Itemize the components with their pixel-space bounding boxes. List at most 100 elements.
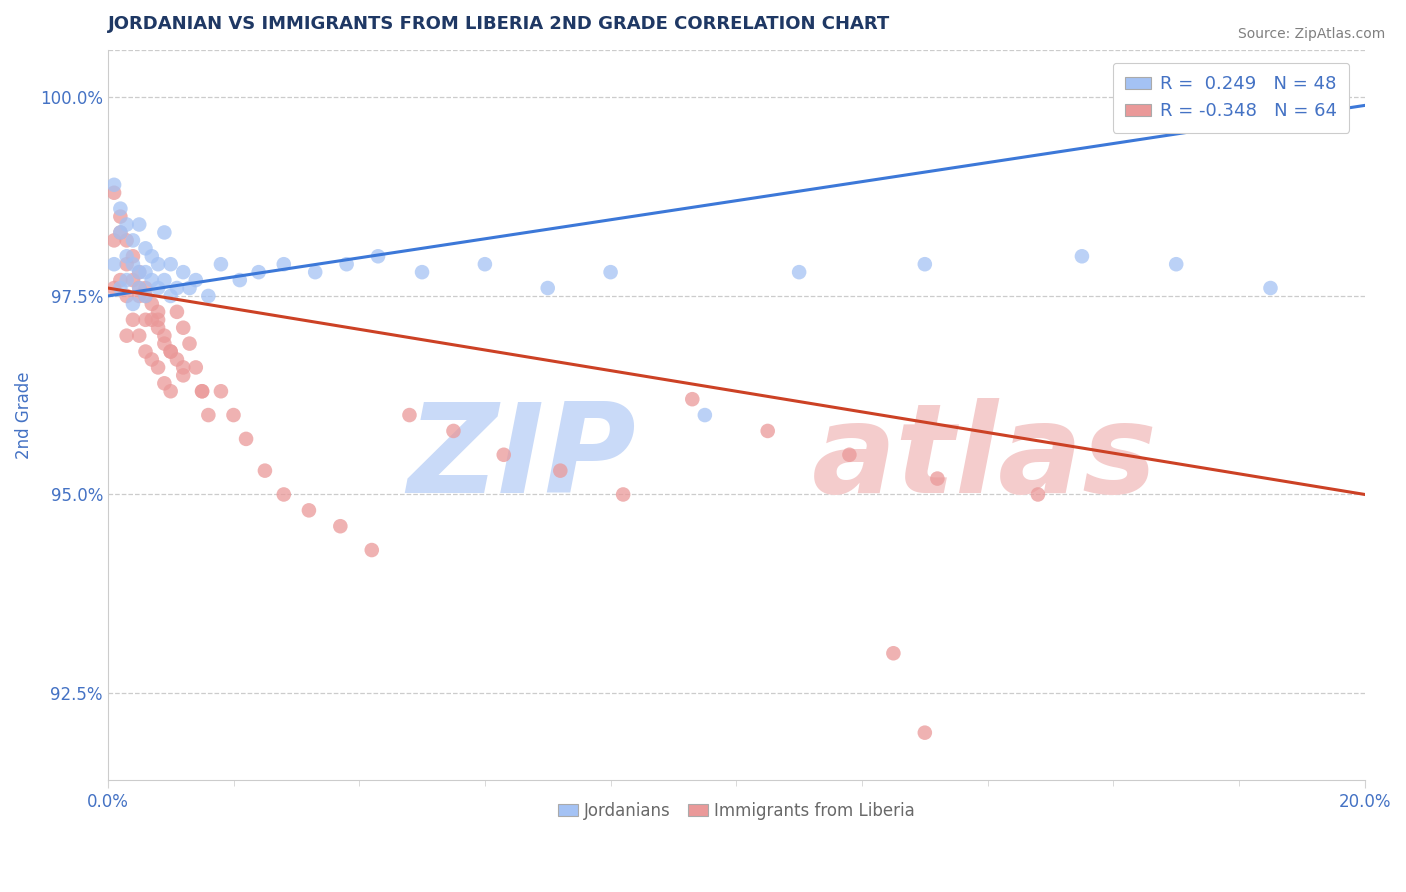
- Point: [134, 289, 156, 303]
- Point: [146, 305, 169, 319]
- Point: [146, 257, 169, 271]
- Point: [1071, 249, 1094, 263]
- Point: [336, 257, 359, 271]
- Point: [134, 289, 156, 303]
- Point: [159, 344, 181, 359]
- Point: [115, 257, 138, 271]
- Point: [153, 328, 176, 343]
- Point: [756, 424, 779, 438]
- Point: [122, 273, 145, 287]
- Point: [141, 297, 163, 311]
- Point: [159, 257, 181, 271]
- Point: [172, 265, 194, 279]
- Point: [209, 257, 232, 271]
- Point: [122, 257, 145, 271]
- Point: [110, 210, 132, 224]
- Point: [914, 257, 936, 271]
- Point: [153, 376, 176, 391]
- Point: [229, 273, 252, 287]
- Point: [115, 273, 138, 287]
- Point: [787, 265, 810, 279]
- Point: [197, 289, 219, 303]
- Point: [166, 305, 188, 319]
- Point: [329, 519, 352, 533]
- Point: [103, 257, 125, 271]
- Point: [159, 384, 181, 399]
- Point: [411, 265, 433, 279]
- Point: [141, 313, 163, 327]
- Point: [304, 265, 326, 279]
- Point: [115, 218, 138, 232]
- Point: [253, 464, 276, 478]
- Point: [1166, 257, 1188, 271]
- Point: [110, 226, 132, 240]
- Point: [1260, 281, 1282, 295]
- Point: [128, 265, 150, 279]
- Point: [191, 384, 214, 399]
- Point: [153, 273, 176, 287]
- Point: [681, 392, 703, 407]
- Point: [172, 360, 194, 375]
- Point: [398, 408, 420, 422]
- Point: [914, 725, 936, 739]
- Point: [298, 503, 321, 517]
- Text: Source: ZipAtlas.com: Source: ZipAtlas.com: [1237, 27, 1385, 41]
- Point: [492, 448, 515, 462]
- Point: [146, 281, 169, 295]
- Point: [103, 233, 125, 247]
- Point: [153, 226, 176, 240]
- Point: [146, 320, 169, 334]
- Point: [222, 408, 245, 422]
- Point: [693, 408, 716, 422]
- Point: [128, 265, 150, 279]
- Point: [128, 281, 150, 295]
- Point: [141, 249, 163, 263]
- Point: [134, 313, 156, 327]
- Point: [172, 320, 194, 334]
- Text: JORDANIAN VS IMMIGRANTS FROM LIBERIA 2ND GRADE CORRELATION CHART: JORDANIAN VS IMMIGRANTS FROM LIBERIA 2ND…: [108, 15, 890, 33]
- Point: [146, 313, 169, 327]
- Point: [1322, 106, 1344, 120]
- Point: [159, 344, 181, 359]
- Point: [550, 464, 572, 478]
- Point: [537, 281, 560, 295]
- Point: [184, 360, 207, 375]
- Y-axis label: 2nd Grade: 2nd Grade: [15, 371, 32, 458]
- Point: [110, 226, 132, 240]
- Point: [115, 289, 138, 303]
- Point: [134, 265, 156, 279]
- Point: [1026, 487, 1049, 501]
- Point: [134, 241, 156, 255]
- Point: [122, 297, 145, 311]
- Point: [612, 487, 634, 501]
- Point: [141, 273, 163, 287]
- Text: ZIP: ZIP: [406, 399, 636, 519]
- Point: [128, 289, 150, 303]
- Point: [134, 281, 156, 295]
- Point: [110, 273, 132, 287]
- Point: [179, 281, 201, 295]
- Point: [115, 249, 138, 263]
- Point: [273, 487, 295, 501]
- Point: [184, 273, 207, 287]
- Point: [927, 472, 949, 486]
- Text: atlas: atlas: [811, 399, 1157, 519]
- Point: [103, 178, 125, 192]
- Point: [128, 281, 150, 295]
- Point: [122, 313, 145, 327]
- Point: [273, 257, 295, 271]
- Point: [141, 352, 163, 367]
- Point: [110, 281, 132, 295]
- Point: [443, 424, 465, 438]
- Point: [115, 233, 138, 247]
- Legend: Jordanians, Immigrants from Liberia: Jordanians, Immigrants from Liberia: [551, 796, 922, 827]
- Point: [172, 368, 194, 383]
- Point: [474, 257, 496, 271]
- Point: [128, 218, 150, 232]
- Point: [247, 265, 270, 279]
- Point: [122, 249, 145, 263]
- Point: [838, 448, 860, 462]
- Point: [122, 233, 145, 247]
- Point: [146, 360, 169, 375]
- Point: [103, 281, 125, 295]
